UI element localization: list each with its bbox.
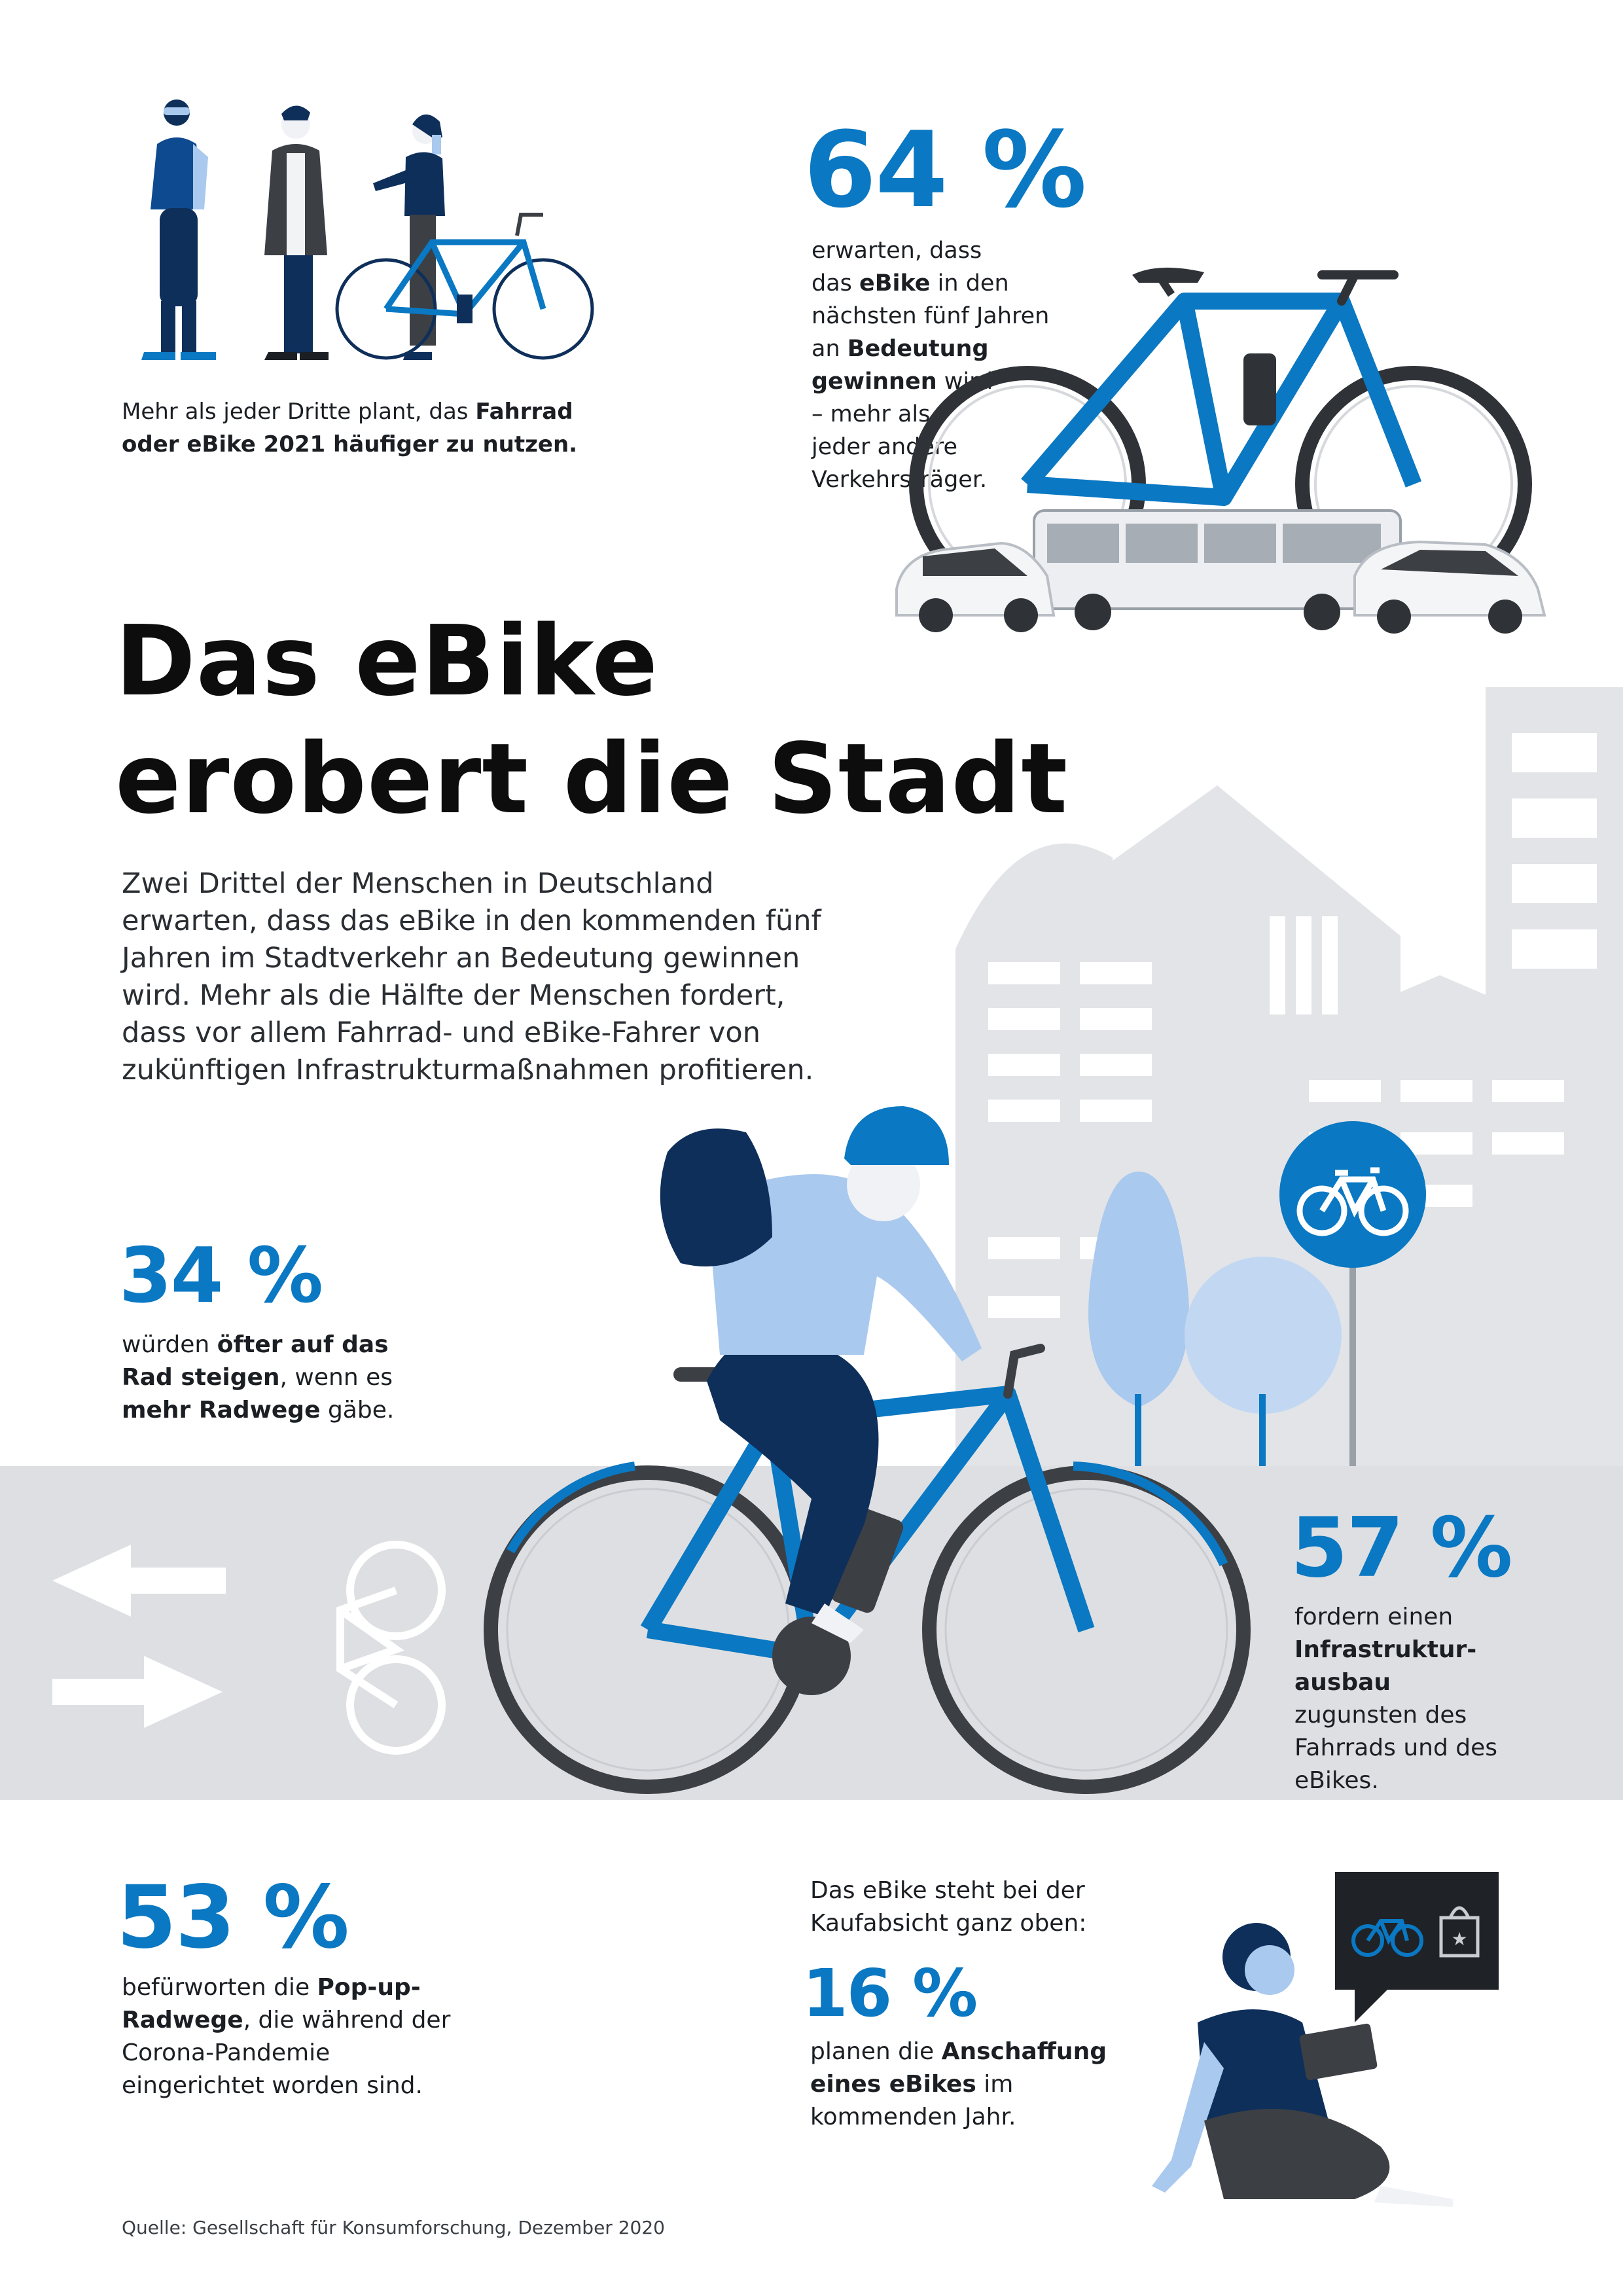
intro-stat-bold: Fahrrad oder eBike 2021 häufiger zu nutz…	[122, 399, 578, 457]
person-icon	[1152, 1923, 1453, 2207]
stat-64-line: nächsten fünf Jahren	[812, 303, 1050, 329]
stat-16-b1: Anschaffung eines eBikes	[810, 2038, 1107, 2098]
people-illustration	[141, 99, 594, 360]
stat-57-t2: zugunsten des Fahrrads und des eBikes.	[1294, 1702, 1498, 1794]
stat-16-t1: planen die	[810, 2038, 942, 2065]
car-icon	[1353, 540, 1546, 634]
stat-53-t2: , die während der Corona-Pandemie einger…	[122, 2007, 451, 2099]
tablet-icon	[1299, 2023, 1378, 2081]
intro-paragraph: Zwei Drittel der Menschen in Deutschland…	[122, 867, 821, 1086]
stat-34-b1: öfter auf das Rad steigen	[122, 1331, 389, 1391]
tree-icon	[1185, 1257, 1342, 1466]
purchase-lead: Das eBike steht bei der Kaufabsicht ganz…	[810, 1877, 1087, 1937]
headline: Das eBike erobert die Stadt	[115, 602, 1068, 838]
stat-64-line: – mehr als	[812, 401, 931, 427]
bike-lane-sign-icon	[1279, 1121, 1426, 1466]
bicycle-icon	[484, 1344, 1251, 1794]
arrow-right-icon	[52, 1656, 223, 1728]
speech-bubble: ★	[1335, 1872, 1499, 2022]
stat-57-text: fordern einen Infrastruktur-ausbau zugun…	[1294, 1601, 1517, 1797]
stat-64-line: Verkehrsträger.	[812, 467, 988, 493]
stat-34-value: 34 %	[119, 1232, 323, 1320]
stat-64-line: in den	[930, 270, 1009, 296]
stat-57-b1: Infrastruktur-ausbau	[1294, 1636, 1477, 1696]
arrow-left-icon	[52, 1545, 226, 1617]
city-background	[0, 687, 1623, 1800]
bus-icon	[1033, 509, 1402, 630]
stat-64-line: an	[812, 336, 847, 362]
stat-34-b2: mehr Radwege	[122, 1397, 321, 1424]
stat-16-value: 16 %	[802, 1955, 978, 2032]
shopping-bag-icon	[1439, 1906, 1480, 1958]
stat-34-t3: gäbe.	[320, 1397, 395, 1424]
stat-53-value: 53 %	[116, 1867, 349, 1968]
cyclist-icon	[660, 1106, 982, 1643]
vehicles-illustration	[895, 267, 1546, 634]
source-note: Quelle: Gesellschaft für Konsumforschung…	[122, 2217, 665, 2238]
car-icon	[895, 541, 1056, 632]
intro-stat-prefix: Mehr als jeder Dritte plant, das	[122, 399, 476, 425]
stat-57-t1: fordern einen	[1294, 1604, 1454, 1630]
stat-34-text: würden öfter auf das Rad steigen, wenn e…	[122, 1329, 436, 1427]
person-icon	[141, 99, 216, 360]
bicycle-icon	[1351, 1919, 1423, 1957]
shopper-illustration: ★	[1152, 1872, 1499, 2207]
headline-line-1: Das eBike	[115, 605, 659, 717]
stat-53-text: befürworten die Pop-up-Radwege, die währ…	[122, 1971, 462, 2102]
cyclist-illustration	[484, 1106, 1251, 1794]
stat-53-t1: befürworten die	[122, 1974, 317, 2001]
stat-34-t2: , wenn es	[279, 1364, 393, 1391]
stat-34-t1: würden	[122, 1331, 217, 1358]
stat-64-line: das	[812, 270, 860, 296]
stat-64-line: erwarten, dass	[812, 238, 982, 264]
stat-16-t2: im kommenden Jahr.	[810, 2071, 1016, 2130]
stat-64-bold: Bedeutung	[847, 336, 989, 362]
headline-line-2: erobert die Stadt	[115, 723, 1069, 835]
stat-64-bold: eBike	[859, 270, 931, 296]
person-icon	[264, 105, 329, 360]
stat-57-value: 57 %	[1291, 1499, 1512, 1596]
svg-text:★: ★	[1451, 1928, 1467, 1950]
stat-53-b1: Pop-up-Radwege	[122, 1974, 421, 2034]
bicycle-icon	[336, 1541, 446, 1755]
stat-64-value: 64 %	[804, 109, 1087, 231]
stat-64-bold: gewinnen	[812, 368, 937, 395]
stat-16-text: planen die Anschaffung eines eBikes im k…	[810, 2036, 1111, 2134]
intro-stat-text: Mehr als jeder Dritte plant, das Fahrrad…	[122, 395, 632, 461]
tree-icon	[1088, 1172, 1189, 1466]
bicycle-icon	[335, 213, 594, 360]
